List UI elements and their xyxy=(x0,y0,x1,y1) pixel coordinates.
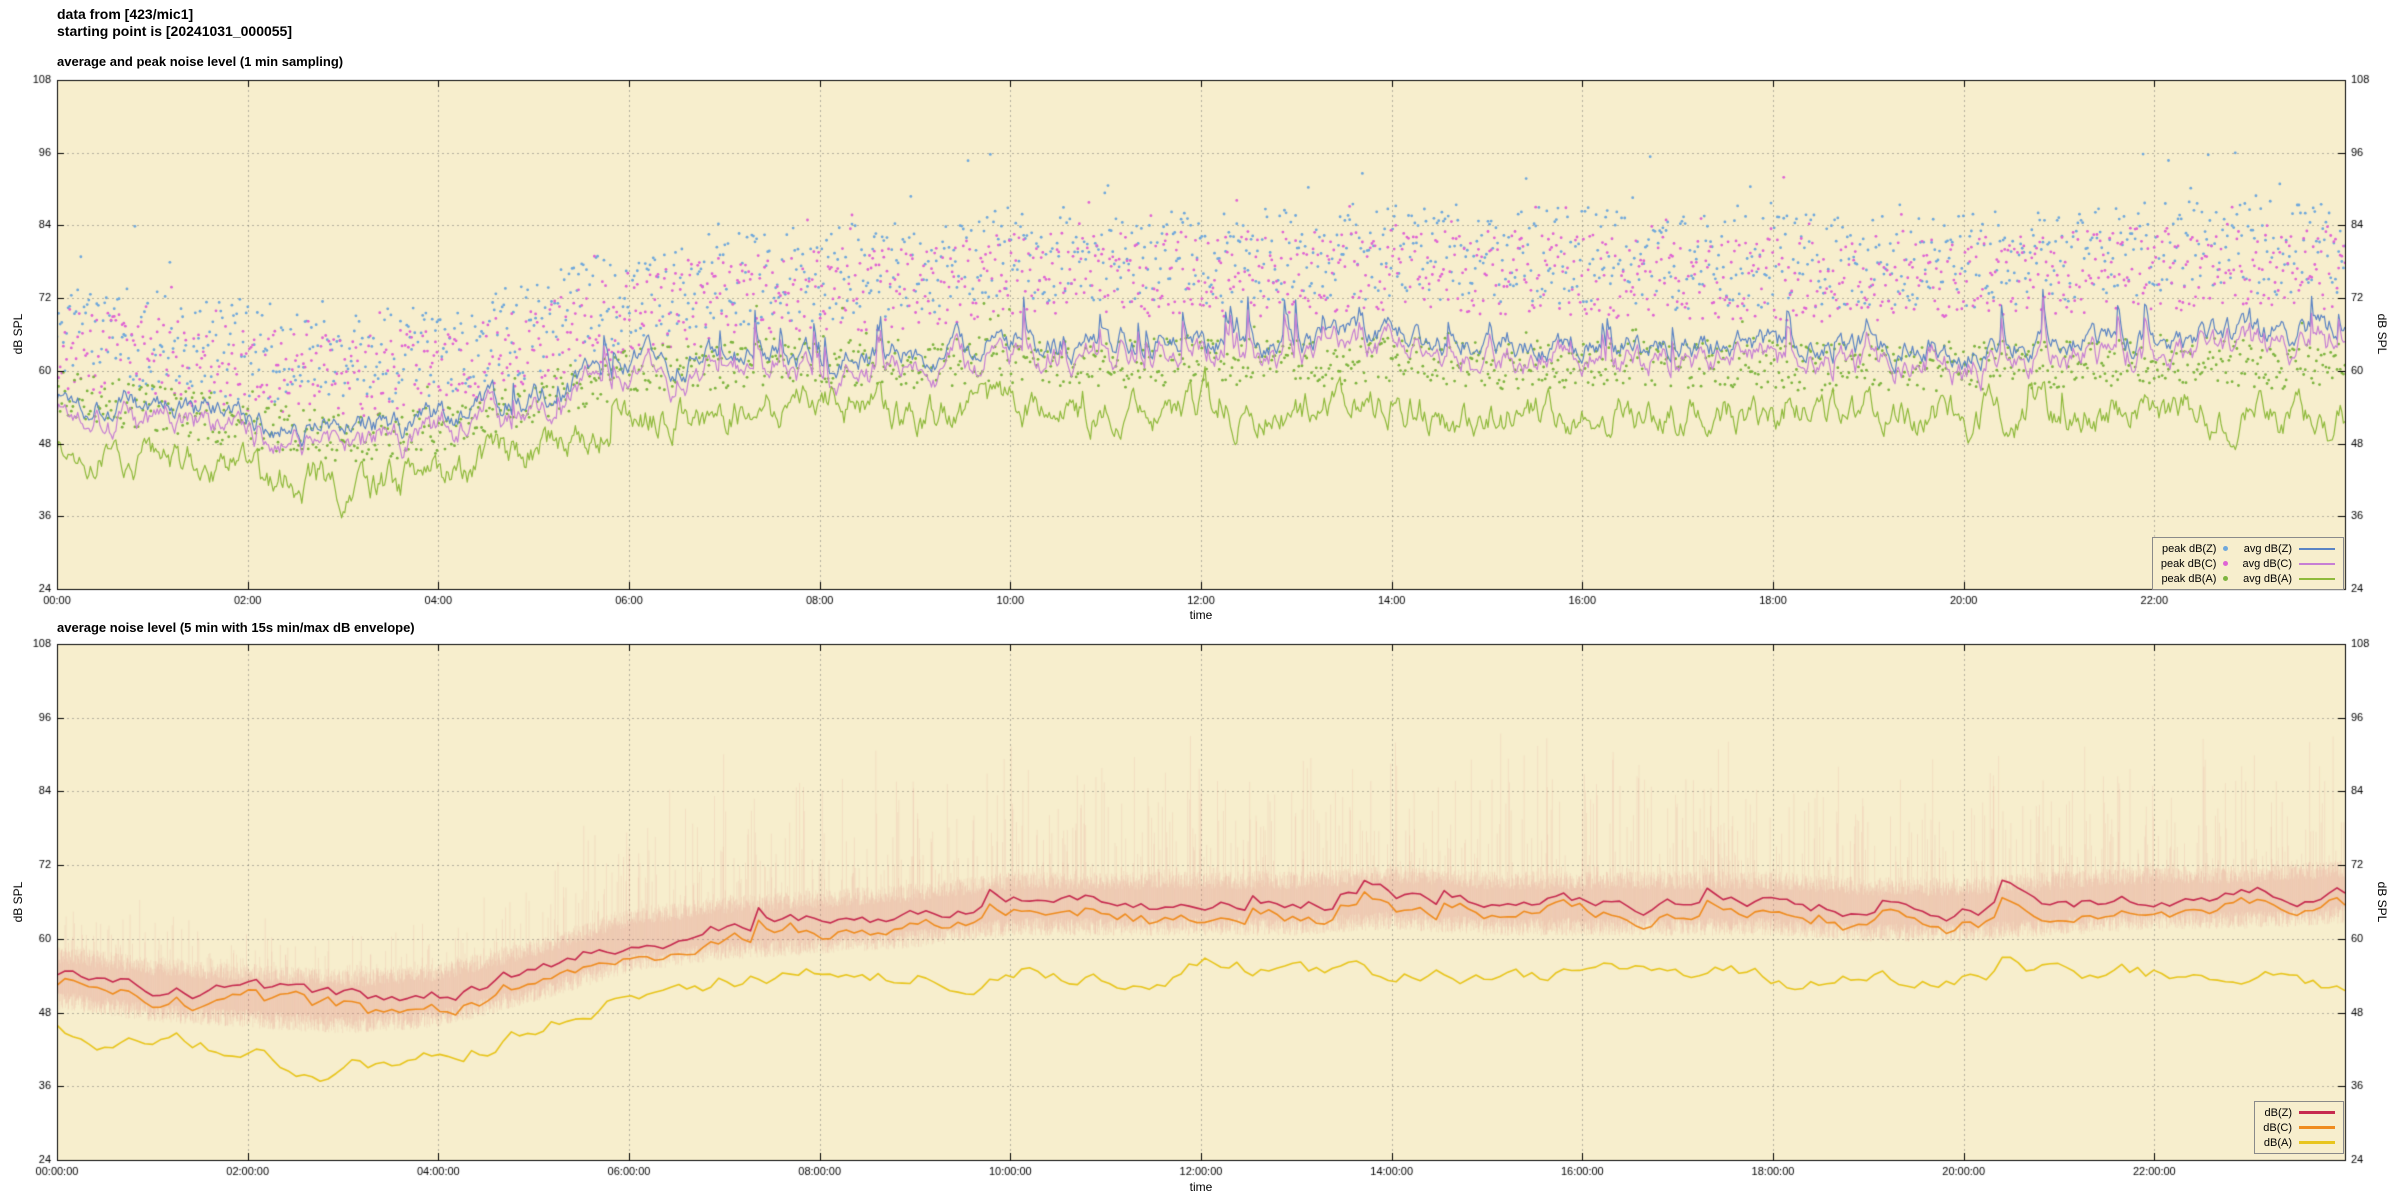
legend-label: peak dB(A) xyxy=(2161,572,2217,585)
legend-label: dB(C) xyxy=(2263,1121,2292,1134)
chart2-title: average noise level (5 min with 15s min/… xyxy=(57,620,415,635)
chart2-legend: dB(Z) dB(C) dB(A) xyxy=(2254,1101,2344,1154)
legend-item: peak dB(A) xyxy=(2161,571,2229,586)
legend-marker-line-icon xyxy=(2299,1126,2335,1129)
legend-marker-line-icon xyxy=(2299,1111,2335,1114)
chart1-title: average and peak noise level (1 min samp… xyxy=(57,54,344,69)
chart2-xlabel: time xyxy=(1189,1180,1213,1194)
legend-column: avg dB(Z) avg dB(C) avg dB(A) xyxy=(2242,541,2335,586)
legend-item: avg dB(Z) xyxy=(2242,541,2335,556)
chart2-canvas xyxy=(0,636,2400,1200)
legend-label: avg dB(A) xyxy=(2243,572,2292,585)
legend-label: peak dB(C) xyxy=(2160,557,2217,570)
chart2-ylabel-left: dB SPL xyxy=(11,881,25,923)
legend-item: dB(A) xyxy=(2263,1135,2335,1150)
legend-marker-line-icon xyxy=(2299,1141,2335,1144)
legend-marker-line-icon xyxy=(2299,562,2335,565)
chart1-xlabel: time xyxy=(1189,608,1213,622)
legend-label: dB(Z) xyxy=(2264,1106,2293,1119)
chart1-canvas xyxy=(0,70,2400,630)
chart1-ylabel-right: dB SPL xyxy=(2375,313,2389,355)
chart2-ylabel-right: dB SPL xyxy=(2375,881,2389,923)
chart1-legend: peak dB(Z) peak dB(C) peak dB(A) avg dB(Z) a… xyxy=(2151,537,2344,590)
legend-marker-dot-icon xyxy=(2223,546,2229,551)
legend-marker-dot-icon xyxy=(2223,576,2229,581)
legend-item: avg dB(C) xyxy=(2242,556,2335,571)
data-source-line: data from [423/mic1] xyxy=(57,6,194,22)
legend-marker-dot-icon xyxy=(2223,561,2229,566)
legend-label: peak dB(Z) xyxy=(2162,542,2217,555)
chart1-ylabel-left: dB SPL xyxy=(11,313,25,355)
legend-column: peak dB(Z) peak dB(C) peak dB(A) xyxy=(2161,541,2229,586)
legend-marker-line-icon xyxy=(2299,547,2335,550)
legend-label: avg dB(Z) xyxy=(2243,542,2292,555)
legend-item: dB(Z) xyxy=(2263,1105,2335,1120)
legend-item: peak dB(C) xyxy=(2161,556,2229,571)
legend-label: dB(A) xyxy=(2263,1136,2292,1149)
legend-column: dB(Z) dB(C) dB(A) xyxy=(2263,1105,2335,1150)
report-header: data from [423/mic1] starting point is [… xyxy=(57,6,292,40)
legend-label: avg dB(C) xyxy=(2242,557,2292,570)
legend-item: avg dB(A) xyxy=(2242,571,2335,586)
legend-item: peak dB(Z) xyxy=(2161,541,2229,556)
legend-marker-line-icon xyxy=(2299,577,2335,580)
legend-item: dB(C) xyxy=(2263,1120,2335,1135)
starting-point-line: starting point is [20241031_000055] xyxy=(57,23,293,39)
